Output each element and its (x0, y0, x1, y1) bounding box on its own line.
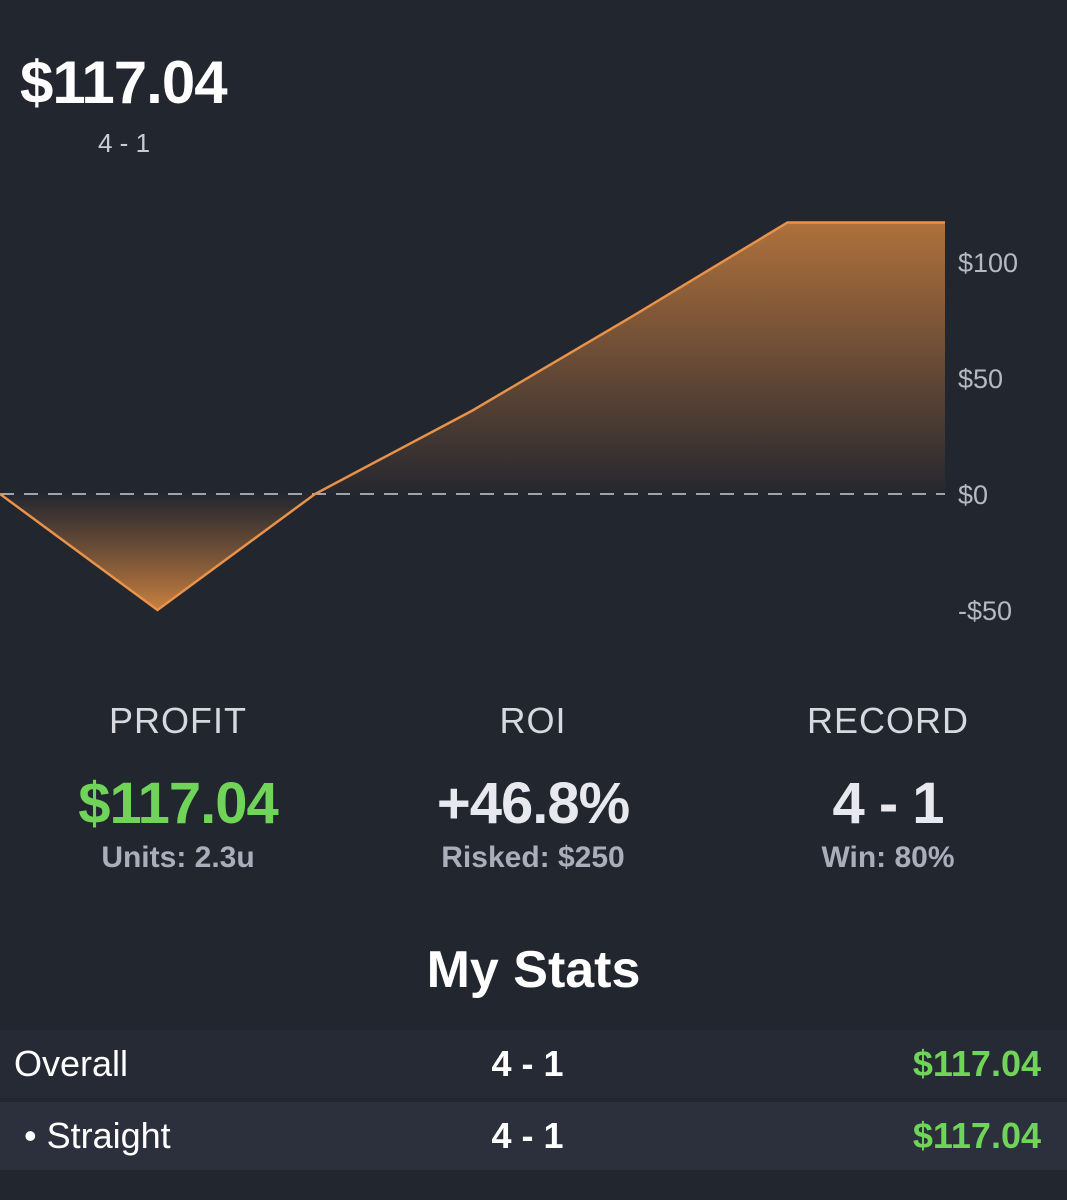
row-name: Overall (14, 1043, 129, 1084)
row-amount: $117.04 (912, 1043, 1041, 1084)
profit-chart: $100 $50 $0 -$50 (0, 221, 1018, 626)
stat-label: ROI (499, 700, 567, 741)
stat-sub: Win: 80% (821, 841, 955, 874)
row-record: 4 - 1 (491, 1043, 564, 1084)
stats-row-overall[interactable]: Overall 4 - 1 $117.04 (0, 1030, 1067, 1098)
stat-roi: ROI +46.8% Risked: $250 (355, 700, 711, 875)
stats-row-straight[interactable]: • Straight 4 - 1 $117.04 (0, 1102, 1067, 1170)
area-positive (0, 222, 945, 494)
stat-label: RECORD (806, 700, 969, 741)
row-name: • Straight (24, 1115, 171, 1156)
y-tick-label: $50 (958, 364, 1003, 394)
my-stats-title: My Stats (426, 941, 641, 999)
stat-value: 4 - 1 (832, 771, 944, 836)
row-record: 4 - 1 (491, 1115, 564, 1156)
header-record: 4 - 1 (98, 128, 151, 158)
row-amount: $117.04 (912, 1115, 1041, 1156)
stat-value: +46.8% (436, 771, 630, 836)
y-tick-label: $100 (958, 248, 1018, 278)
stat-sub: Units: 2.3u (101, 841, 255, 874)
y-tick-label: $0 (958, 480, 988, 510)
area-negative (0, 494, 945, 610)
stat-label: PROFIT (109, 700, 247, 741)
stat-profit: PROFIT $117.04 Units: 2.3u (0, 700, 356, 875)
y-tick-label: -$50 (958, 596, 1012, 626)
stat-record: RECORD 4 - 1 Win: 80% (710, 700, 1066, 875)
stat-sub: Risked: $250 (441, 841, 625, 874)
stat-value: $117.04 (78, 771, 278, 836)
header-profit: $117.04 (20, 49, 228, 116)
